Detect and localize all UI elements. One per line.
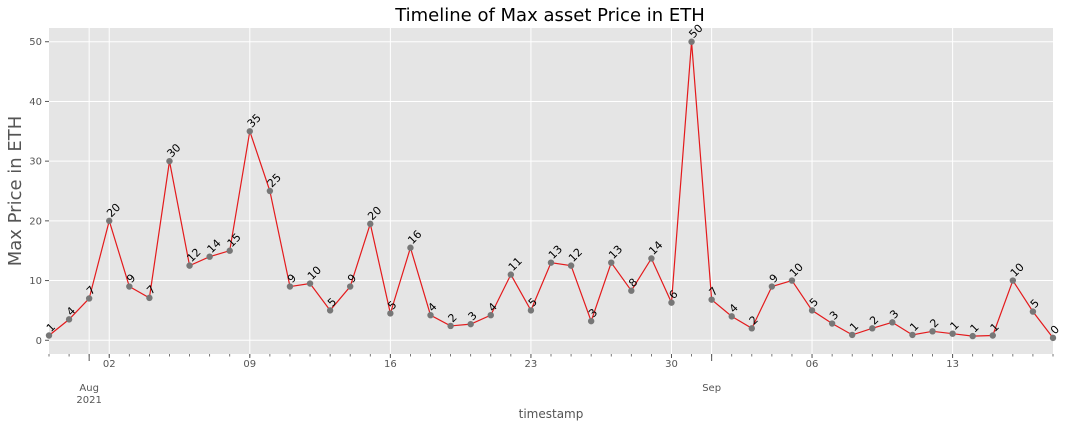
data-point [1029, 308, 1037, 315]
data-point [648, 255, 655, 262]
x-tick-label: 16 [384, 359, 397, 370]
data-point [969, 332, 976, 340]
x-tick-label: 06 [806, 359, 819, 370]
x-month-label: Sep [702, 383, 721, 394]
plot-background [49, 28, 1053, 354]
data-point [467, 320, 474, 328]
x-tick-label: 09 [243, 359, 256, 370]
data-point [869, 325, 876, 332]
data-point [828, 320, 836, 327]
data-point [547, 259, 555, 266]
data-point [367, 220, 374, 228]
data-point [949, 330, 956, 337]
data-point [407, 244, 414, 251]
y-tick-label: 20 [29, 216, 42, 227]
data-point [768, 283, 776, 290]
data-point [266, 187, 274, 195]
data-point [587, 317, 595, 325]
data-point [85, 295, 93, 302]
data-point [567, 262, 575, 269]
data-point [286, 283, 294, 290]
data-point [708, 296, 715, 303]
data-point [808, 307, 816, 314]
y-tick-label: 50 [29, 37, 42, 48]
data-point [126, 283, 133, 290]
data-point [387, 310, 394, 317]
data-point [889, 319, 896, 326]
data-point [909, 331, 916, 339]
x-axis-label: timestamp [519, 407, 584, 421]
data-point [1049, 334, 1057, 342]
data-point [608, 259, 615, 266]
data-point [728, 313, 735, 320]
data-point [45, 332, 53, 339]
data-point [347, 283, 354, 290]
chart-title: Timeline of Max asset Price in ETH [394, 5, 705, 26]
data-point [929, 328, 936, 335]
data-point [186, 262, 193, 269]
x-tick-label: 13 [946, 359, 959, 370]
data-point [989, 332, 996, 339]
x-tick-label: 30 [665, 359, 678, 370]
data-point [1009, 277, 1017, 284]
x-tick-label: 23 [525, 359, 538, 370]
data-point [306, 280, 314, 287]
data-point [527, 307, 535, 314]
data-point [507, 271, 515, 278]
data-point [246, 128, 253, 135]
data-point [447, 322, 454, 330]
data-point [849, 331, 856, 339]
data-point [748, 325, 755, 332]
data-point [788, 277, 796, 284]
data-point [628, 287, 635, 294]
data-point [106, 217, 113, 225]
y-tick-label: 40 [29, 97, 42, 108]
y-tick-label: 0 [36, 336, 42, 347]
x-tick-label: 02 [103, 359, 116, 370]
data-point [146, 294, 153, 302]
y-tick-label: 30 [29, 157, 42, 168]
data-point [206, 253, 213, 260]
data-point [65, 316, 73, 323]
data-point [668, 299, 675, 306]
data-point [166, 157, 173, 165]
data-point [427, 311, 434, 319]
y-axis-label: Max Price in ETH [5, 116, 26, 267]
data-point [487, 311, 494, 319]
y-tick-label: 10 [29, 276, 42, 287]
data-point [326, 307, 334, 314]
data-point [688, 38, 695, 45]
x-month-label: Aug [79, 383, 99, 394]
data-point [226, 247, 233, 254]
x-year-label: 2021 [76, 395, 101, 406]
